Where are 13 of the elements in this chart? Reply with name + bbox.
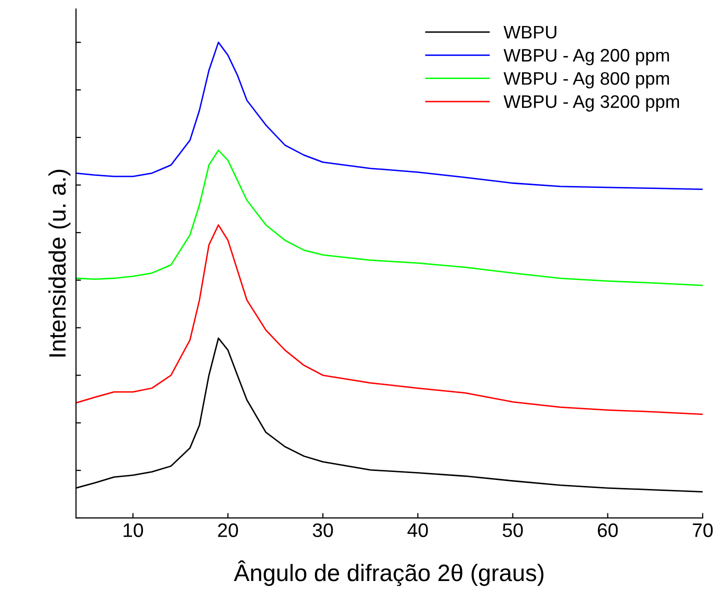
x-tick-label: 20 (218, 523, 238, 538)
x-tick-label: 50 (502, 523, 523, 538)
legend-label: WBPU (504, 26, 556, 39)
x-tick-label: 40 (407, 523, 428, 538)
legend-label: WBPU - Ag 800 ppm (504, 72, 669, 88)
x-tick-label: 60 (598, 523, 618, 538)
legend-label: WBPU - Ag 200 ppm (504, 48, 669, 66)
x-tick-label: 70 (692, 523, 713, 538)
legend-label: WBPU - Ag 3200 ppm (504, 95, 679, 112)
x-tick-label: 10 (124, 523, 144, 538)
y-axis-title: Intensidade (u. a.) (48, 170, 70, 356)
x-axis-title: Ângulo de difração 2θ (graus) (234, 560, 544, 586)
x-tick-label: 30 (312, 523, 333, 538)
